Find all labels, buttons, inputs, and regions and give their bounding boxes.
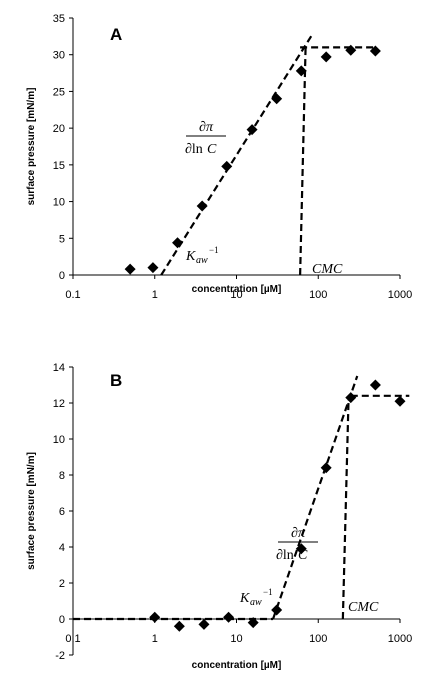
- data-point: [271, 604, 283, 616]
- data-point: [320, 462, 332, 474]
- y-tick-label: 0: [59, 614, 65, 626]
- x-axis-label: concentration [µM]: [192, 284, 282, 295]
- data-point: [295, 65, 307, 77]
- x-tick-label: 100: [309, 289, 327, 301]
- y-tick-label: 14: [53, 362, 65, 374]
- data-point: [124, 263, 136, 275]
- x-tick-label: 0.1: [65, 633, 80, 645]
- kaw-subscript: aw: [250, 597, 262, 608]
- slope-denominator-var: C: [298, 548, 308, 563]
- panel-label: B: [110, 371, 122, 390]
- data-point: [345, 44, 357, 56]
- chart-a: 0.1 1 10 100 1000 0 5 10 15 20 25 30 35 concentration…: [26, 13, 412, 301]
- x-tick-label: 0.1: [65, 289, 80, 301]
- y-tick-label: 10: [53, 197, 65, 209]
- x-tick-label: 10: [230, 289, 242, 301]
- slope-denominator-var: C: [207, 142, 217, 157]
- y-tick-label: 8: [59, 470, 65, 482]
- kaw-subscript: aw: [196, 255, 208, 266]
- data-point: [246, 124, 258, 136]
- data-point: [394, 395, 406, 407]
- data-point: [295, 543, 307, 555]
- slope-denominator: ∂ln: [276, 548, 294, 563]
- data-point: [271, 93, 283, 105]
- data-point: [369, 45, 381, 57]
- y-tick-label: 25: [53, 86, 65, 98]
- y-tick-label: 30: [53, 50, 65, 62]
- cmc-label: CMC: [348, 600, 379, 615]
- y-tick-label: 4: [59, 542, 65, 554]
- data-point: [320, 51, 332, 63]
- y-tick-label: 20: [53, 123, 65, 135]
- data-point: [247, 617, 259, 629]
- kaw-label: K: [185, 249, 196, 264]
- fit-line: [272, 375, 359, 620]
- data-point: [196, 200, 208, 212]
- y-axis-label: surface pressure [mN/m]: [26, 88, 37, 206]
- data-point: [149, 611, 161, 623]
- data-point: [172, 237, 184, 249]
- data-point: [147, 262, 159, 274]
- kaw-superscript: −1: [209, 245, 219, 255]
- data-point: [173, 620, 185, 632]
- fit-line: [299, 47, 307, 276]
- x-axis-label: concentration [µM]: [192, 660, 282, 671]
- x-tick-label: 1000: [388, 289, 412, 301]
- x-tick-label: 1: [152, 633, 158, 645]
- kaw-superscript: −1: [263, 587, 273, 597]
- slope-denominator: ∂ln: [185, 142, 203, 157]
- data-point: [223, 611, 235, 623]
- data-point: [221, 160, 233, 172]
- kaw-label: K: [239, 591, 250, 606]
- y-tick-label: 2: [59, 578, 65, 590]
- y-axis-label: surface pressure [mN/m]: [26, 452, 37, 570]
- y-tick-label: 5: [59, 233, 65, 245]
- y-tick-label: 15: [53, 160, 65, 172]
- y-tick-label: 0: [59, 270, 65, 282]
- slope-numerator: ∂π: [199, 120, 214, 135]
- fit-line: [341, 397, 350, 620]
- x-tick-label: 1000: [388, 633, 412, 645]
- slope-numerator: ∂π: [291, 526, 306, 541]
- chart-b: 0.1 1 10 100 1000 -2 0 2 4 6 8 10 12 14 concentration …: [26, 362, 412, 671]
- data-point: [198, 618, 210, 630]
- y-tick-label: 12: [53, 398, 65, 410]
- y-tick-label: 6: [59, 506, 65, 518]
- y-tick-label: 10: [53, 434, 65, 446]
- x-tick-label: 1: [152, 289, 158, 301]
- x-tick-label: 100: [309, 633, 327, 645]
- fit-line: [160, 33, 314, 276]
- data-point: [345, 392, 357, 404]
- data-point: [369, 379, 381, 391]
- y-tick-label: -2: [55, 650, 65, 662]
- x-tick-label: 10: [230, 633, 242, 645]
- cmc-label: CMC: [312, 262, 343, 277]
- panel-label: A: [110, 25, 122, 44]
- y-tick-label: 35: [53, 13, 65, 25]
